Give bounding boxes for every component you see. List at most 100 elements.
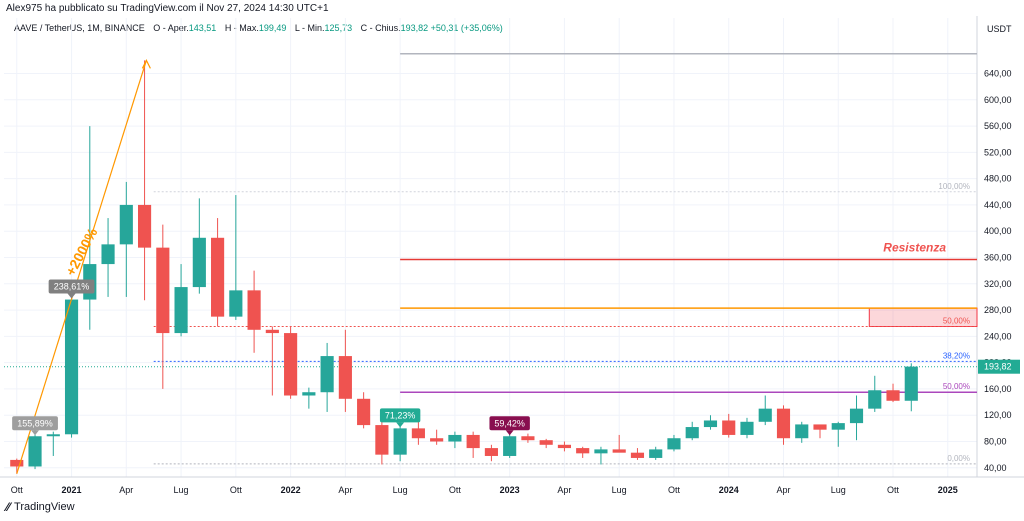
x-tick-label: 2024 <box>719 485 739 495</box>
candle-body <box>411 428 425 439</box>
candle-body <box>886 390 900 401</box>
x-tick-label: Lug <box>831 485 846 495</box>
candle-body <box>448 434 462 442</box>
candle-body <box>284 333 298 396</box>
callout-label: 238,61% <box>54 282 90 292</box>
y-tick-label: 40,00 <box>984 463 1007 473</box>
candle-body <box>703 420 718 428</box>
level-label: 50,00% <box>943 317 970 326</box>
candle-body <box>156 247 170 334</box>
candle-body <box>338 356 352 399</box>
candle-body <box>630 452 645 458</box>
x-tick-label: Apr <box>338 485 352 495</box>
callout-pointer <box>31 430 40 436</box>
tradingview-logo-icon: ⁄⁄ <box>6 500 11 514</box>
candle-body <box>904 366 918 401</box>
candle-body <box>776 408 791 439</box>
x-tick-label: 2022 <box>281 485 301 495</box>
candle-body <box>320 356 334 393</box>
open-label: O - Aper. <box>153 23 189 33</box>
candle-body <box>119 204 133 245</box>
tradingview-footer: ⁄⁄ TradingView <box>6 500 75 514</box>
last-price-badge <box>978 359 1020 374</box>
close-label: C - Chius. <box>360 23 401 33</box>
candle-body <box>503 436 517 456</box>
candle-body <box>685 427 699 439</box>
candle-body <box>211 237 225 317</box>
ohlc-legend: AAVE / TetherUS, 1M, BINANCE O - Aper.14… <box>14 23 503 33</box>
candle-body <box>192 237 206 288</box>
tradingview-brand: TradingView <box>14 501 75 513</box>
level-label: 100,00% <box>938 182 970 191</box>
callout-box <box>12 416 58 431</box>
y-tick-label: 80,00 <box>984 437 1007 447</box>
x-tick-label: Lug <box>612 485 627 495</box>
callout-pointer <box>67 293 76 299</box>
y-tick-label: 160,00 <box>984 384 1012 394</box>
candle-body <box>174 287 188 334</box>
candle-body <box>484 448 498 456</box>
y-tick-label: 240,00 <box>984 331 1012 341</box>
callout-label: 71,23% <box>385 410 416 420</box>
level-label: 0,00% <box>947 454 970 463</box>
y-tick-label: 280,00 <box>984 305 1012 315</box>
x-tick-label: 2021 <box>62 485 82 495</box>
candle-body <box>375 425 389 455</box>
y-tick-label: 360,00 <box>984 253 1012 263</box>
y-tick-label: 640,00 <box>984 68 1012 78</box>
candle-body <box>831 423 845 430</box>
candle-body <box>557 444 572 449</box>
change-value: +50,31 (+35,06%) <box>430 23 503 33</box>
candle-body <box>247 290 261 330</box>
x-tick-label: Ott <box>668 485 681 495</box>
x-tick-label: Apr <box>776 485 790 495</box>
candle-body <box>594 449 608 454</box>
high-value: 199,49 <box>258 23 287 33</box>
candle-body <box>795 424 809 439</box>
callout-box <box>379 408 421 423</box>
candle-body <box>576 448 590 454</box>
currency-label: USDT <box>987 24 1012 34</box>
open-value: 143,51 <box>188 23 217 33</box>
high-label: H - Max. <box>224 23 259 33</box>
x-tick-label: Ott <box>887 485 900 495</box>
candle-body <box>265 329 279 334</box>
callout-label: 59,42% <box>494 418 525 428</box>
candle-body <box>430 438 444 442</box>
candle-body <box>521 436 535 441</box>
low-value: 125,73 <box>324 23 353 33</box>
symbol-label[interactable]: AAVE / TetherUS, 1M, BINANCE <box>14 23 145 33</box>
publisher-text: Alex975 ha pubblicato su TradingView.com… <box>6 3 329 14</box>
x-tick-label: Lug <box>393 485 408 495</box>
growth-arrow-line <box>16 60 147 474</box>
candle-body <box>357 398 371 426</box>
low-label: L - Min. <box>294 23 325 33</box>
y-tick-label: 400,00 <box>984 226 1012 236</box>
y-tick-label: 440,00 <box>984 200 1012 210</box>
candle-body <box>466 434 480 449</box>
y-tick-label: 560,00 <box>984 121 1012 131</box>
y-tick-label: 600,00 <box>984 95 1012 105</box>
candle-body <box>28 436 42 467</box>
candle-body <box>722 420 736 435</box>
y-tick-label: 480,00 <box>984 174 1012 184</box>
candle-body <box>64 299 79 435</box>
last-price-label: 193,82 <box>984 362 1012 372</box>
x-tick-label: Ott <box>230 485 243 495</box>
callout-box <box>489 416 530 431</box>
candle-body <box>868 390 882 409</box>
level-label: Resistenza <box>883 240 946 254</box>
candle-body <box>229 290 243 317</box>
callout-pointer <box>396 422 405 428</box>
callout-pointer <box>505 430 514 436</box>
x-tick-label: Apr <box>557 485 571 495</box>
x-tick-label: Apr <box>119 485 133 495</box>
candle-body <box>539 440 553 445</box>
candle-body <box>849 408 864 424</box>
growth-arrow-head <box>141 59 151 69</box>
candle-body <box>649 449 663 458</box>
candle-body <box>302 392 316 396</box>
x-tick-label: 2025 <box>938 485 958 495</box>
candle-body <box>813 424 827 430</box>
